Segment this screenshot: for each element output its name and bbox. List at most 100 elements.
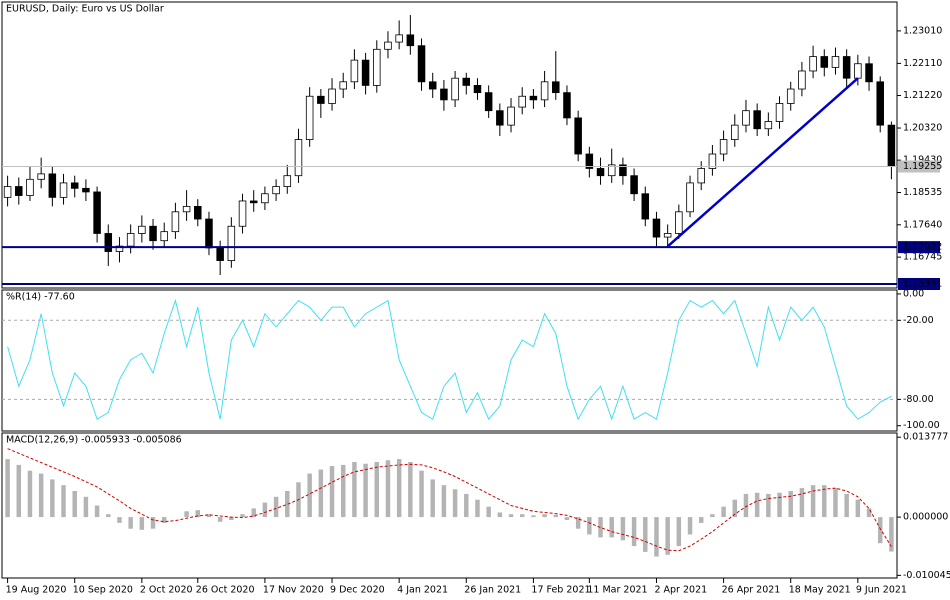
- candle-body: [786, 88, 795, 104]
- macd-bar: [777, 492, 782, 518]
- candle-body: [417, 45, 426, 83]
- x-tick-label: 26 Jan 2021: [464, 585, 521, 596]
- candle-body: [171, 211, 180, 233]
- candle-body: [361, 59, 370, 86]
- candle-body: [686, 182, 694, 213]
- y-tick-label: 0.013777: [903, 432, 948, 443]
- y-tick-label: 1.17640: [903, 219, 942, 230]
- macd-bar: [889, 517, 894, 552]
- candle-body: [473, 85, 482, 94]
- candle-body: [798, 70, 806, 90]
- macd-bar: [587, 517, 592, 535]
- candle-body: [126, 233, 135, 247]
- macd-bar: [5, 459, 10, 518]
- macd-bar: [676, 517, 682, 547]
- candle-body: [719, 139, 728, 155]
- candle-body: [3, 186, 12, 198]
- macd-bar: [150, 517, 156, 529]
- signal-line: [7, 448, 892, 552]
- macd-bar: [318, 469, 324, 518]
- candle-body: [552, 81, 560, 94]
- candle-body: [496, 110, 504, 126]
- macd-bar: [508, 514, 514, 518]
- panel-title: %R(14) -77.60: [6, 292, 75, 303]
- candle-body: [194, 205, 202, 220]
- macd-bar: [106, 514, 111, 518]
- macd-bar: [687, 517, 693, 535]
- candle-body: [37, 173, 45, 180]
- macd-bar: [486, 506, 491, 518]
- candle-body: [529, 95, 538, 101]
- macd-bar: [698, 517, 704, 523]
- x-tick-label: 4 Jan 2021: [397, 585, 448, 596]
- candle-body: [205, 218, 213, 249]
- y-tick-label: 0.00: [903, 288, 924, 299]
- macd-bar: [609, 517, 614, 538]
- macd-bar: [385, 460, 391, 518]
- macd-bar: [643, 517, 648, 552]
- macd-bar: [419, 470, 424, 518]
- y-tick-label: 1.18535: [903, 187, 942, 198]
- macd-bar: [553, 514, 559, 518]
- x-tick-label: 2 Apr 2021: [654, 585, 707, 596]
- x-tick-label: 11 Mar 2021: [587, 585, 647, 596]
- y-tick-label: -20.00: [903, 315, 934, 326]
- candle-body: [48, 173, 57, 198]
- candle-body: [574, 117, 582, 155]
- horizontal-line-label: 1.15361: [903, 279, 942, 290]
- macd-bar: [139, 517, 145, 530]
- macd-bar: [598, 517, 603, 538]
- candle-body: [742, 110, 750, 126]
- y-tick-label: 1.16745: [903, 252, 942, 263]
- y-tick-label: 1.21220: [903, 90, 942, 101]
- macd-bar: [117, 517, 122, 523]
- candle-body: [317, 95, 325, 104]
- candle-body: [753, 110, 761, 130]
- x-tick-label: 18 May 2021: [789, 585, 851, 596]
- candle-body: [663, 233, 672, 238]
- candle-body: [373, 48, 381, 86]
- y-tick-label: 1.22110: [903, 58, 942, 69]
- candle-body: [406, 34, 415, 47]
- macd-bar: [72, 491, 77, 518]
- candle-body: [149, 225, 157, 242]
- candle-body: [227, 225, 236, 261]
- macd-bar: [340, 464, 346, 518]
- y-tick-label: -0.010045: [903, 570, 950, 581]
- macd-bar: [307, 473, 312, 518]
- candle-body: [261, 193, 269, 204]
- macd-bar: [799, 488, 805, 518]
- macd-bar: [352, 462, 357, 518]
- candle-body: [775, 103, 784, 122]
- macd-bar: [877, 517, 883, 544]
- candle-body: [731, 124, 739, 140]
- panel-title: MACD(12,26,9) -0.005933 -0.005086: [6, 435, 182, 446]
- macd-bar: [27, 470, 33, 518]
- candle-body: [652, 218, 661, 238]
- candle-body: [563, 92, 571, 119]
- candle-body: [518, 95, 526, 108]
- candle-body: [93, 191, 101, 234]
- macd-bar: [262, 502, 268, 518]
- candle-body: [59, 182, 68, 198]
- candle-body: [104, 233, 113, 252]
- candle-body: [641, 193, 650, 220]
- macd-bar: [16, 464, 22, 518]
- macd-bar: [810, 485, 816, 518]
- macd-bar: [732, 499, 738, 518]
- candle-body: [70, 182, 79, 189]
- candle-body: [451, 77, 459, 101]
- x-tick-label: 17 Nov 2020: [263, 585, 324, 596]
- candle-body: [619, 164, 627, 177]
- macd-bar: [497, 512, 503, 518]
- macd-bar: [620, 517, 626, 541]
- macd-bar: [195, 510, 201, 518]
- candle-body: [540, 81, 549, 101]
- candle-body: [854, 63, 862, 79]
- y-tick-label: -80.00: [903, 394, 934, 405]
- candle-body: [484, 92, 493, 112]
- x-tick-label: 26 Apr 2021: [722, 585, 781, 596]
- macd-bar: [475, 499, 480, 518]
- macd-bar: [721, 506, 726, 518]
